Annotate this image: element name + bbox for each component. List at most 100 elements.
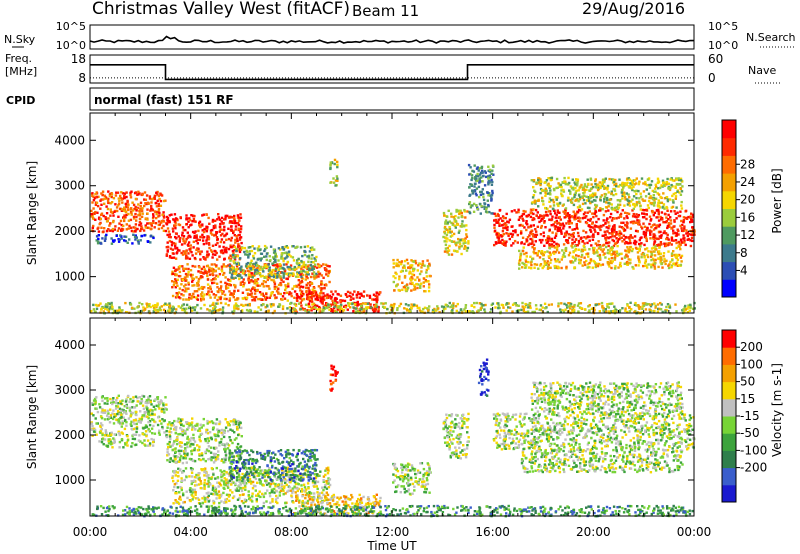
echo-cell [679, 193, 683, 196]
echo-cell [269, 259, 272, 262]
echo-cell [589, 194, 592, 197]
echo-cell [672, 239, 675, 242]
echo-cell [651, 189, 654, 193]
echo-cell [352, 297, 355, 300]
echo-cell [655, 224, 658, 227]
echo-cell [673, 220, 676, 223]
echo-cell [216, 286, 219, 289]
echo-cell [182, 228, 185, 232]
echo-cell [198, 266, 201, 269]
echo-cell [161, 213, 164, 216]
echo-cell [457, 231, 461, 234]
echo-cell [166, 227, 170, 230]
echo-cell [666, 226, 669, 230]
echo-cell [160, 219, 164, 223]
echo-cell [460, 215, 463, 218]
echo-cell [497, 241, 500, 244]
echo-cell [423, 290, 426, 293]
echo-cell [633, 220, 636, 223]
echo-cell [149, 241, 152, 244]
echo-cell [183, 290, 187, 293]
echo-cell [541, 196, 544, 200]
echo-cell [193, 220, 196, 223]
echo-cell [399, 302, 403, 306]
echo-cell [234, 255, 237, 258]
echo-cell [605, 219, 608, 222]
echo-cell [375, 300, 379, 304]
echo-cell [318, 295, 321, 298]
echo-cell [252, 286, 255, 289]
echo-cell [671, 179, 675, 182]
echo-cell [409, 307, 412, 311]
echo-cell [141, 207, 144, 210]
echo-cell [272, 257, 276, 261]
echo-cell [282, 267, 285, 270]
echo-cell [396, 307, 399, 310]
echo-cell [158, 308, 162, 311]
echo-cell [299, 292, 303, 295]
echo-cell [569, 304, 572, 307]
echo-cell [171, 305, 175, 308]
echo-cell [683, 227, 686, 230]
echo-cell [648, 222, 651, 226]
echo-cell [653, 211, 657, 214]
echo-cell [411, 264, 414, 267]
echo-cell [653, 204, 656, 207]
echo-cell [584, 263, 587, 267]
echo-cell [621, 181, 624, 185]
echo-cell [299, 246, 303, 249]
echo-cell [645, 239, 648, 243]
echo-cell [420, 270, 423, 273]
echo-cell [667, 222, 670, 225]
echo-cell [202, 242, 206, 246]
echo-cell [102, 310, 105, 313]
echo-cell [118, 238, 121, 242]
echo-cell [101, 193, 104, 197]
echo-cell [487, 194, 490, 197]
echo-cell [567, 220, 571, 224]
echo-cell [680, 190, 684, 193]
echo-cell [133, 235, 137, 239]
echo-cell [543, 221, 546, 224]
echo-cell [541, 189, 544, 192]
echo-cell [547, 266, 551, 269]
echo-cell [174, 235, 177, 239]
echo-cell [556, 209, 559, 212]
echo-cell [372, 293, 376, 296]
echo-cell [248, 302, 251, 306]
echo-cell [258, 284, 262, 287]
echo-cell [100, 213, 103, 216]
echo-cell [583, 211, 587, 214]
echo-cell [263, 244, 267, 248]
echo-cell [567, 233, 571, 236]
echo-cell [674, 186, 677, 189]
echo-cell [537, 178, 540, 182]
echo-cell [549, 177, 552, 180]
echo-cell [565, 265, 568, 269]
echo-cell [654, 245, 657, 248]
echo-cell [362, 309, 365, 312]
echo-cell [537, 250, 541, 253]
echo-cell [260, 252, 264, 255]
echo-cell [274, 274, 277, 277]
echo-cell [546, 238, 549, 241]
echo-cell [233, 249, 236, 252]
echo-cell [533, 266, 536, 269]
echo-cell [104, 216, 107, 219]
echo-cell [669, 210, 673, 213]
echo-cell [171, 308, 175, 311]
echo-cell [297, 257, 300, 261]
echo-cell [550, 303, 553, 306]
echo-cell [412, 273, 416, 277]
echo-cell [586, 218, 590, 222]
echo-cell [657, 201, 660, 205]
echo-cell [637, 258, 641, 261]
echo-cell [601, 234, 604, 237]
echo-cell [668, 225, 671, 228]
echo-cell [273, 261, 276, 264]
echo-cell [585, 185, 589, 188]
echo-cell [642, 222, 645, 225]
echo-cell [123, 196, 126, 200]
echo-cell [411, 267, 415, 270]
echo-cell [263, 276, 266, 279]
